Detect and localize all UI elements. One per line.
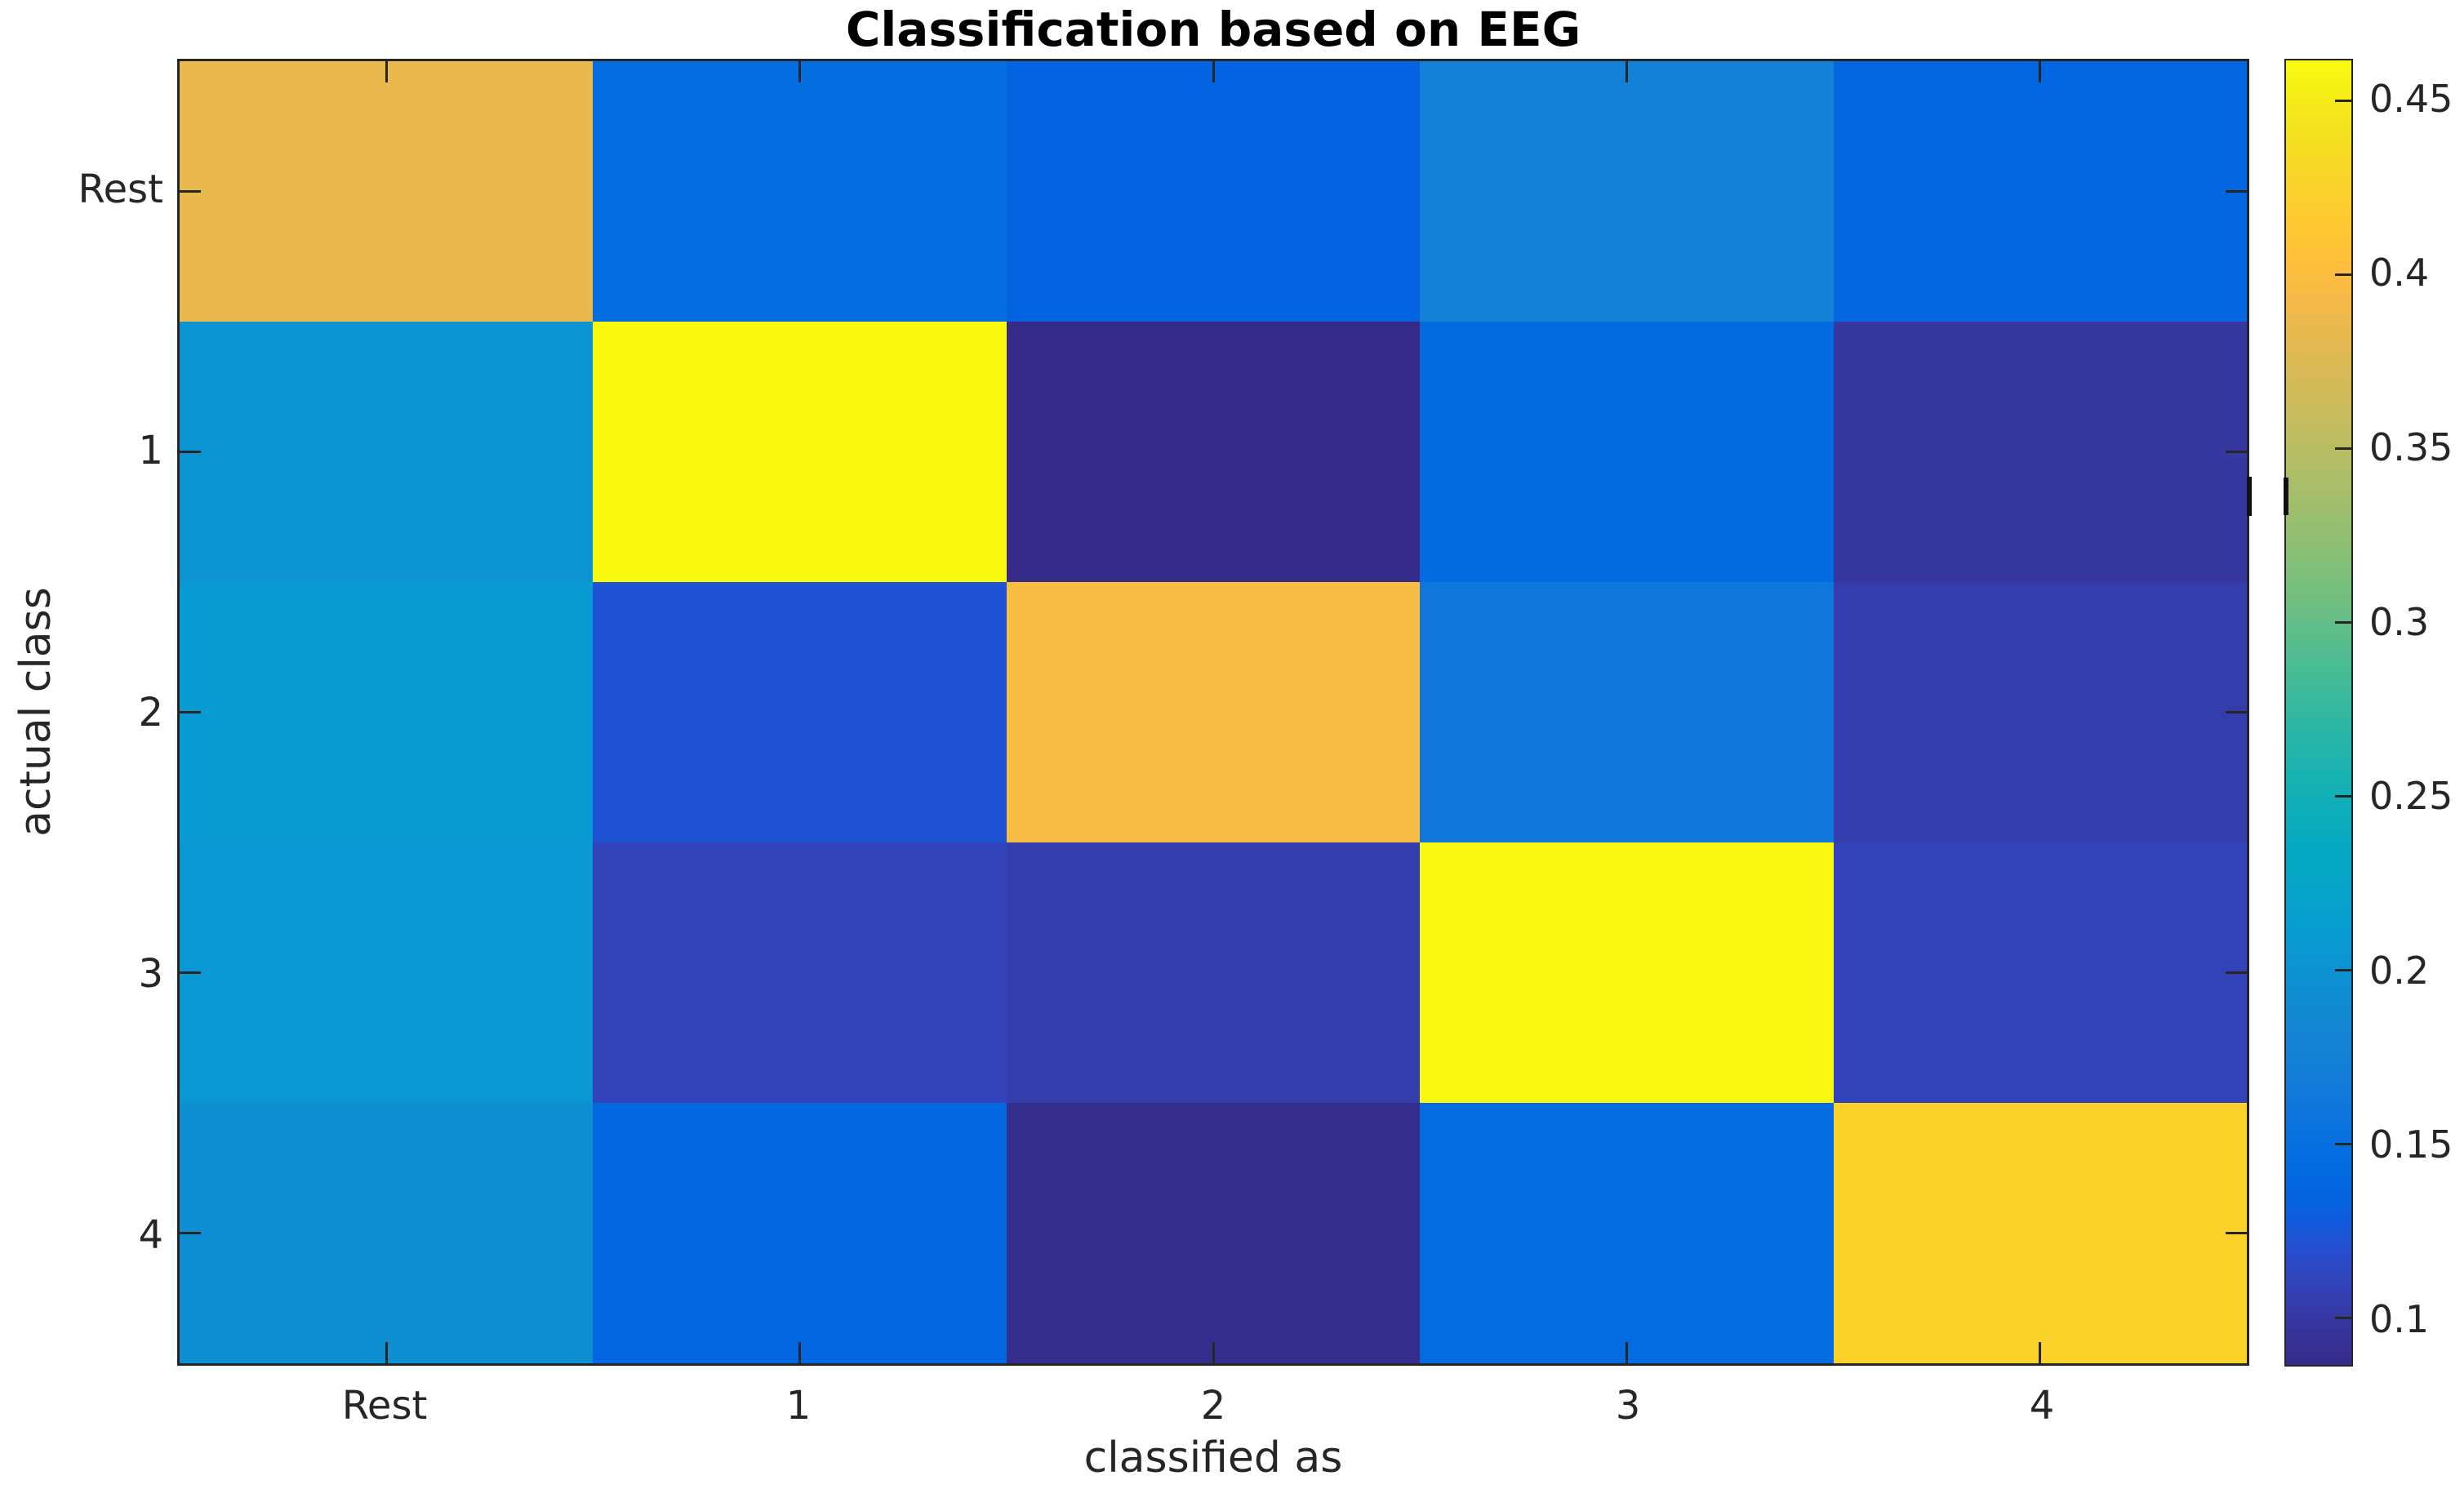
axis-tick-mark [2226,711,2247,713]
colorbar-tick-mark [2335,100,2351,102]
x-tick-label-Rest: Rest [341,1383,428,1429]
colorbar-tick-label-0.2: 0.2 [2369,949,2430,993]
colorbar-tick-mark [2335,1317,2351,1319]
x-tick-label-1: 1 [785,1383,812,1429]
heatmap-cell-1-4 [1833,322,2247,582]
axis-tick-mark [180,971,201,974]
axis-tick-mark [2226,190,2247,193]
heatmap-cell-2-2 [1006,582,1421,842]
heatmap-cell-Rest-4 [1833,61,2247,322]
heatmap-cells [180,61,2247,1363]
colorbar-tick-mark [2335,795,2351,798]
colorbar-tick-label-0.35: 0.35 [2369,425,2453,469]
heatmap-cell-1-2 [1006,322,1421,582]
axis-tick-mark [1212,61,1215,82]
heatmap-cell-4-1 [593,1103,1007,1363]
heatmap-cell-2-1 [593,582,1007,842]
heatmap-cell-2-4 [1833,582,2247,842]
heatmap-cell-3-1 [593,842,1007,1103]
axis-tick-mark [180,711,201,713]
axis-tick-mark [798,1342,801,1363]
heatmap-cell-3-3 [1420,842,1834,1103]
heatmap-cell-2-Rest [180,582,594,842]
heatmap-cell-3-4 [1833,842,2247,1103]
x-tick-label-4: 4 [2029,1383,2055,1429]
heatmap-cell-Rest-2 [1006,61,1421,322]
x-axis-label: classified as [1083,1433,1343,1482]
heatmap-cell-Rest-1 [593,61,1007,322]
y-tick-label-4: 4 [138,1212,163,1258]
x-tick-label-2: 2 [1200,1383,1226,1429]
heatmap-cell-4-Rest [180,1103,594,1363]
heatmap-cell-1-3 [1420,322,1834,582]
colorbar-tick-label-0.1: 0.1 [2369,1297,2430,1341]
axis-tick-mark [385,1342,388,1363]
heatmap-plot [177,59,2249,1366]
axis-tick-mark [180,190,201,193]
axis-tick-mark [798,61,801,82]
colorbar-tick-label-0.25: 0.25 [2369,774,2453,818]
axis-tick-mark [2226,1232,2247,1234]
heatmap-cell-3-2 [1006,842,1421,1103]
axis-tick-mark [2226,971,2247,974]
y-tick-label-1: 1 [138,428,163,473]
axis-tick-mark [1626,1342,1628,1363]
heatmap-cell-1-1 [593,322,1007,582]
heatmap-cell-4-3 [1420,1103,1834,1363]
colorbar-tick-mark [2335,621,2351,624]
colorbar-tick-mark [2335,1143,2351,1145]
colorbar-tick-mark [2335,969,2351,971]
heatmap-cell-Rest-3 [1420,61,1834,322]
stray-mark-colorbar-edge [2284,478,2288,515]
axis-tick-mark [2226,451,2247,453]
heatmap-cell-1-Rest [180,322,594,582]
heatmap-cell-4-4 [1833,1103,2247,1363]
chart-title: Classification based on EEG [845,2,1581,57]
colorbar-tick-label-0.3: 0.3 [2369,600,2430,644]
heatmap-cell-4-2 [1006,1103,1421,1363]
colorbar-tick-label-0.15: 0.15 [2369,1122,2453,1167]
colorbar [2284,59,2353,1367]
y-tick-label-Rest: Rest [78,167,163,212]
axis-tick-mark [385,61,388,82]
colorbar-tick-mark [2335,447,2351,450]
colorbar-tick-label-0.45: 0.45 [2369,77,2453,121]
axis-tick-mark [1626,61,1628,82]
heatmap-cell-2-3 [1420,582,1834,842]
axis-tick-mark [2039,61,2041,82]
stray-mark-plot-edge [2247,477,2252,516]
x-tick-label-3: 3 [1615,1383,1641,1429]
heatmap-cell-Rest-Rest [180,61,594,322]
axis-tick-mark [180,451,201,453]
y-tick-label-2: 2 [138,690,163,736]
axis-tick-mark [180,1232,201,1234]
axis-tick-mark [2039,1342,2041,1363]
colorbar-tick-mark [2335,273,2351,276]
y-tick-label-3: 3 [138,951,163,997]
colorbar-tick-label-0.4: 0.4 [2369,251,2430,295]
axis-tick-mark [1212,1342,1215,1363]
heatmap-cell-3-Rest [180,842,594,1103]
